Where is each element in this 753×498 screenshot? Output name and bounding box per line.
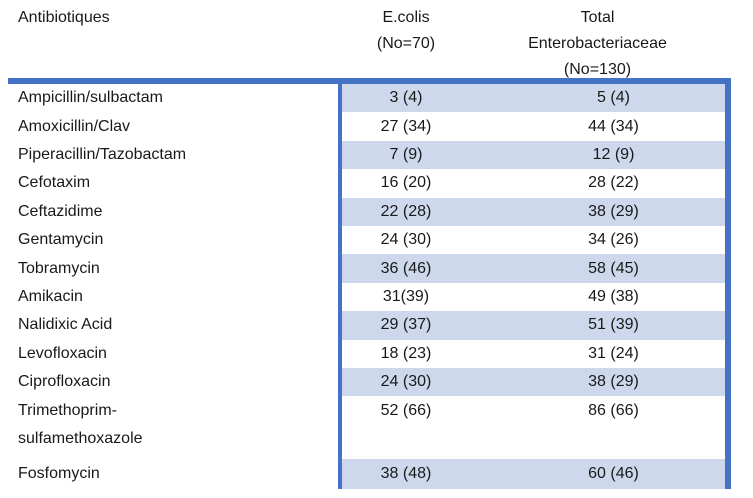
ecoli-value-cell: 36 (46): [342, 254, 470, 283]
total-value-cell: 28 (22): [588, 174, 639, 192]
total-value-cell: 34 (26): [588, 231, 639, 249]
table-header-row: Antibiotiques E.colis (No=70) Total Ente…: [8, 0, 731, 78]
total-value-cell: 12 (9): [470, 140, 725, 170]
antibiotic-name-cell: Gentamycin: [18, 231, 104, 249]
total-value-cell: 38 (29): [470, 197, 725, 226]
table-row: Amikacin 31(39) 49 (38): [8, 282, 731, 312]
total-value-cell: 51 (39): [470, 311, 725, 340]
table-row: Ceftazidime 22 (28) 38 (29): [8, 197, 731, 226]
antibiotic-name-cell: Amikacin: [18, 287, 83, 305]
table-row: Tobramycin 36 (46) 58 (45): [8, 254, 731, 283]
antibiotic-name-cell: Amoxicillin/Clav: [18, 117, 131, 135]
data-region-right-border: [725, 84, 731, 490]
ecoli-value-cell: 22 (28): [342, 197, 470, 226]
ecoli-value-cell: 16 (20): [380, 174, 432, 192]
table-row: Gentamycin 24 (30) 34 (26): [8, 225, 731, 255]
total-value-cell: 31 (24): [588, 344, 639, 362]
ecoli-value-cell: 27 (34): [380, 117, 432, 135]
antibiotic-name-cell: Piperacillin/Tazobactam: [18, 145, 187, 163]
total-value-cell: 58 (45): [470, 254, 725, 283]
ecoli-value-cell: 29 (37): [342, 311, 470, 340]
antibiotic-name-cell: Ciprofloxacin: [18, 373, 111, 391]
table-row: Fosfomycin 38 (48) 60 (46): [8, 459, 731, 490]
ecoli-value-cell: 24 (30): [342, 367, 470, 397]
table-row: Ampicillin/sulbactam 3 (4) 5 (4): [8, 84, 731, 113]
ecoli-value-cell: 38 (48): [342, 459, 470, 490]
ecoli-value-cell: 52 (66): [380, 402, 432, 420]
antibiotic-name-cell: Ampicillin/sulbactam: [18, 89, 163, 107]
table-row: Amoxicillin/Clav 27 (34) 44 (34): [8, 112, 731, 141]
column-header-total-enterobacteriaceae: Total Enterobacteriaceae (No=130): [528, 9, 667, 78]
table-body: Ampicillin/sulbactam 3 (4) 5 (4) Amoxici…: [8, 84, 731, 490]
header-gutter: [725, 0, 731, 83]
table-row: Trimethoprim- sulfamethoxazole 52 (66) 8…: [8, 396, 731, 460]
ecoli-value-cell: 18 (23): [380, 344, 432, 362]
table-row: Cefotaxim 16 (20) 28 (22): [8, 169, 731, 198]
antibiotic-name-cell: Tobramycin: [18, 259, 100, 277]
ecoli-value-cell: 24 (30): [380, 231, 432, 249]
ecoli-value-cell: 3 (4): [342, 84, 470, 113]
ecoli-value-cell: 7 (9): [342, 140, 470, 170]
total-value-cell: 5 (4): [470, 84, 725, 113]
antibiotics-resistance-table: Antibiotiques E.colis (No=70) Total Ente…: [8, 0, 731, 490]
antibiotic-name-cell: Ceftazidime: [18, 202, 103, 220]
ecoli-value-cell: 31(39): [382, 287, 430, 305]
antibiotic-name-cell: Trimethoprim- sulfamethoxazole: [18, 402, 143, 448]
total-value-cell: 60 (46): [470, 459, 725, 490]
column-header-ecoli: E.colis (No=70): [376, 9, 436, 52]
antibiotic-name-cell: Fosfomycin: [18, 465, 100, 483]
total-value-cell: 44 (34): [588, 117, 639, 135]
table-row: Levofloxacin 18 (23) 31 (24): [8, 339, 731, 368]
header-divider-line: [8, 78, 731, 84]
total-value-cell: 86 (66): [588, 402, 639, 420]
total-value-cell: 49 (38): [588, 287, 639, 305]
table-row: Ciprofloxacin 24 (30) 38 (29): [8, 367, 731, 397]
antibiotic-name-cell: Nalidixic Acid: [18, 316, 113, 334]
antibiotic-name-cell: Cefotaxim: [18, 174, 91, 192]
column-header-antibiotics: Antibiotiques: [18, 9, 110, 26]
antibiotic-name-cell: Levofloxacin: [18, 344, 107, 362]
table-row: Piperacillin/Tazobactam 7 (9) 12 (9): [8, 140, 731, 170]
table-row: Nalidixic Acid 29 (37) 51 (39): [8, 311, 731, 340]
data-region-left-border: [338, 84, 342, 490]
total-value-cell: 38 (29): [470, 367, 725, 397]
